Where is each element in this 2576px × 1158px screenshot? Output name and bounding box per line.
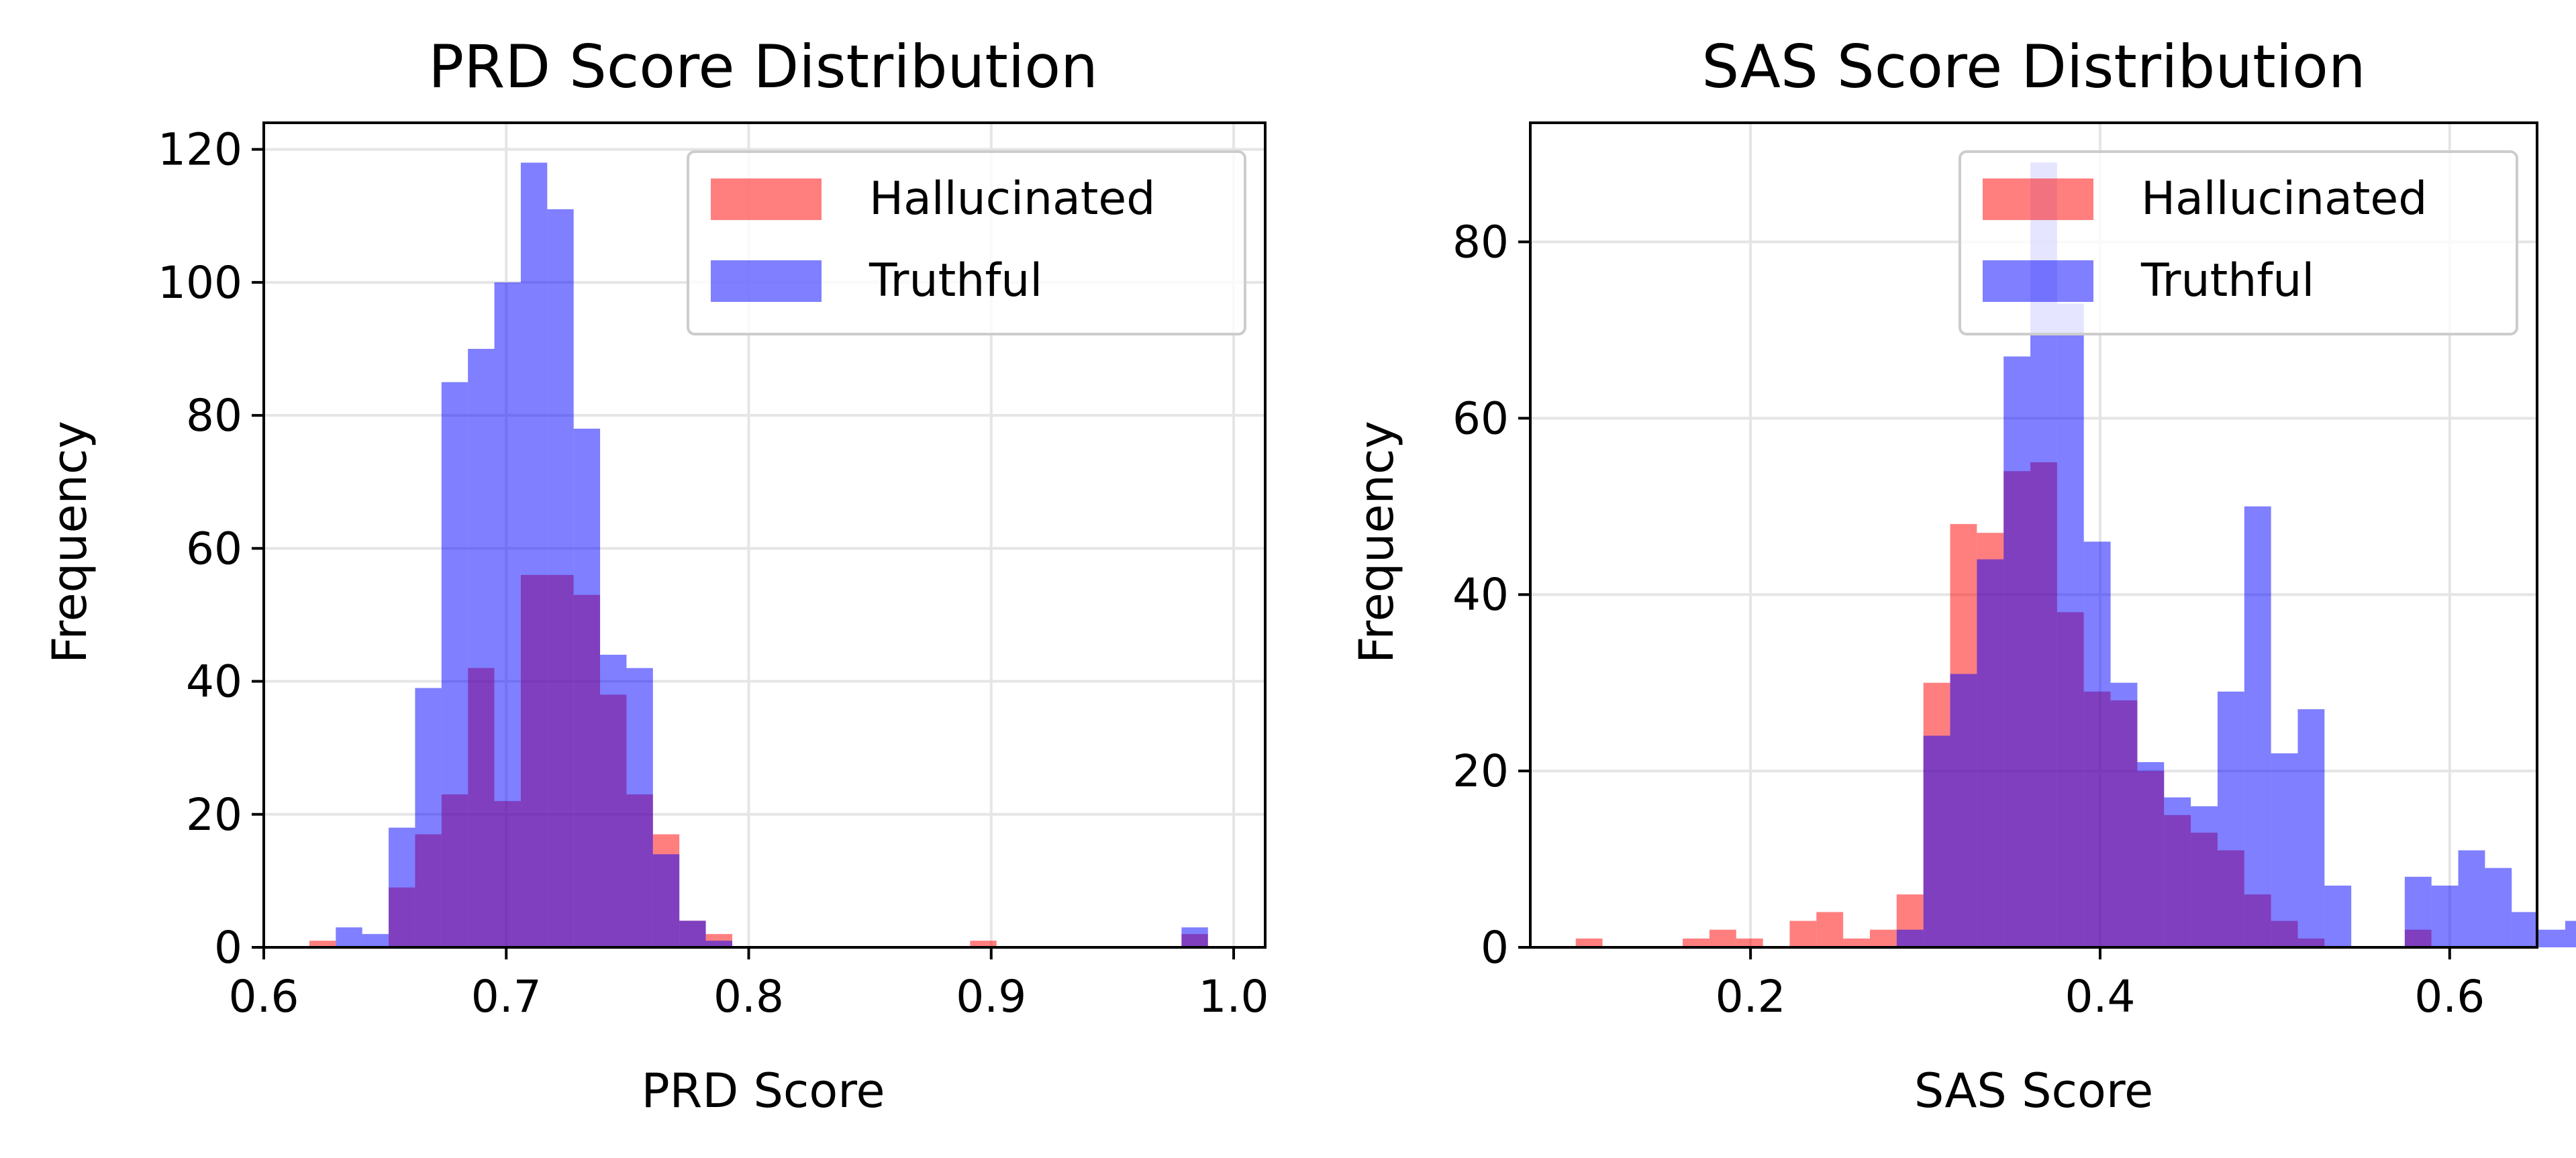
prd-bar-hallucinated	[309, 941, 336, 947]
prd-y-tick-label: 20	[186, 789, 242, 841]
prd-bar-hallucinated	[970, 941, 997, 947]
prd-legend-swatch-truthful	[711, 260, 822, 302]
sas-bar-truthful	[1896, 929, 1924, 947]
sas-y-tick-label: 60	[1452, 392, 1509, 444]
sas-bar-hallucinated	[1736, 938, 1763, 947]
prd-bar-truthful	[520, 162, 548, 947]
prd-legend-label-hallucinated: Hallucinated	[869, 172, 1155, 225]
sas-y-tick-label: 0	[1481, 922, 1509, 973]
sas-bar-truthful	[2324, 885, 2352, 947]
sas-bar-truthful	[2003, 356, 2031, 947]
sas-bar-hallucinated	[1575, 938, 1603, 947]
prd-y-tick-label: 100	[158, 257, 242, 309]
prd-bar-truthful	[547, 209, 574, 947]
sas-x-tick-label: 0.2	[1716, 971, 1786, 1022]
prd-bar-truthful	[705, 941, 732, 947]
prd-legend-label-truthful: Truthful	[869, 254, 1042, 307]
sas-legend: Hallucinated Truthful	[1959, 150, 2518, 335]
sas-bar-truthful	[2137, 761, 2165, 947]
prd-series-truthful	[336, 162, 1208, 947]
sas-bar-hallucinated	[1789, 920, 1817, 947]
sas-bar-truthful	[2404, 876, 2432, 947]
sas-bar-truthful	[2244, 506, 2271, 947]
sas-bar-truthful	[2083, 541, 2111, 947]
prd-x-tick-label: 0.6	[229, 971, 299, 1022]
sas-bar-truthful	[2458, 850, 2485, 947]
sas-x-tick-label: 0.4	[2065, 971, 2135, 1022]
prd-y-tick-label: 40	[186, 656, 242, 708]
sas-bar-truthful	[2431, 885, 2459, 947]
prd-bar-truthful	[415, 688, 442, 947]
prd-y-axis-label: Frequency	[42, 421, 97, 664]
sas-legend-swatch-truthful	[1983, 260, 2093, 302]
sas-bar-truthful	[2565, 920, 2576, 947]
prd-y-tick-label: 120	[158, 124, 242, 176]
sas-legend-swatch-hallucinated	[1983, 178, 2093, 220]
prd-bar-truthful	[441, 382, 468, 947]
sas-legend-label-truthful: Truthful	[2140, 254, 2314, 307]
sas-x-axis-label: SAS Score	[1914, 1063, 2153, 1118]
sas-bar-hallucinated	[1709, 929, 1736, 947]
prd-bar-truthful	[1181, 927, 1208, 947]
prd-bar-truthful	[626, 668, 653, 947]
prd-bar-truthful	[652, 854, 680, 947]
sas-y-tick-label: 40	[1452, 569, 1509, 621]
sas-bar-truthful	[2485, 867, 2512, 947]
prd-legend-swatch-hallucinated	[711, 178, 822, 220]
sas-bar-truthful	[1923, 735, 1950, 947]
prd-bar-truthful	[679, 920, 706, 947]
prd-bar-truthful	[600, 654, 627, 947]
sas-plot-frame	[1529, 121, 2538, 949]
sas-histogram-panel: SAS Score Distribution SAS Score Frequen…	[1349, 32, 2576, 1118]
sas-bar-hallucinated	[1869, 929, 1897, 947]
prd-legend: Hallucinated Truthful	[687, 150, 1246, 335]
prd-legend-box	[687, 150, 1246, 335]
sas-legend-label-hallucinated: Hallucinated	[2141, 172, 2427, 225]
sas-bar-truthful	[2110, 682, 2138, 947]
prd-chart-title: PRD Score Distribution	[428, 32, 1098, 101]
sas-bar-truthful	[1977, 559, 2004, 947]
prd-y-tick-label: 60	[186, 523, 242, 574]
prd-bar-truthful	[362, 934, 389, 947]
sas-bar-truthful	[2271, 753, 2298, 947]
sas-bar-hallucinated	[1816, 912, 1844, 947]
sas-bar-truthful	[2217, 691, 2244, 947]
sas-y-axis-label: Frequency	[1349, 421, 1404, 664]
prd-x-tick-label: 0.7	[471, 971, 542, 1022]
sas-chart-title: SAS Score Distribution	[1701, 32, 2365, 101]
sas-bar-hallucinated	[1843, 938, 1870, 947]
prd-bar-truthful	[573, 428, 601, 947]
prd-x-tick-label: 1.0	[1199, 971, 1269, 1022]
sas-bar-truthful	[2164, 797, 2191, 947]
sas-bar-truthful	[1950, 674, 1977, 947]
sas-bar-truthful	[2538, 929, 2565, 947]
prd-bar-truthful	[494, 282, 521, 947]
sas-bar-hallucinated	[1683, 938, 1710, 947]
sas-y-tick-label: 20	[1452, 745, 1509, 797]
prd-y-tick-label: 80	[186, 390, 242, 441]
prd-bar-truthful	[336, 927, 362, 947]
sas-x-tick-label: 0.6	[2414, 971, 2485, 1022]
prd-bar-truthful	[468, 348, 495, 947]
prd-x-tick-label: 0.9	[956, 971, 1026, 1022]
sas-bar-truthful	[2297, 709, 2325, 947]
prd-x-tick-label: 0.8	[713, 971, 784, 1022]
prd-bar-truthful	[389, 827, 415, 947]
sas-bar-truthful	[2191, 806, 2218, 947]
prd-y-tick-label: 0	[214, 922, 242, 973]
prd-histogram-panel: PRD Score Distribution PRD Score Frequen…	[42, 32, 1269, 1118]
sas-bar-truthful	[2057, 303, 2084, 947]
sas-y-tick-label: 80	[1452, 216, 1509, 268]
prd-plot-frame	[262, 121, 1267, 949]
prd-x-axis-label: PRD Score	[641, 1063, 885, 1118]
sas-legend-box	[1959, 150, 2518, 335]
sas-bar-truthful	[2512, 912, 2539, 947]
